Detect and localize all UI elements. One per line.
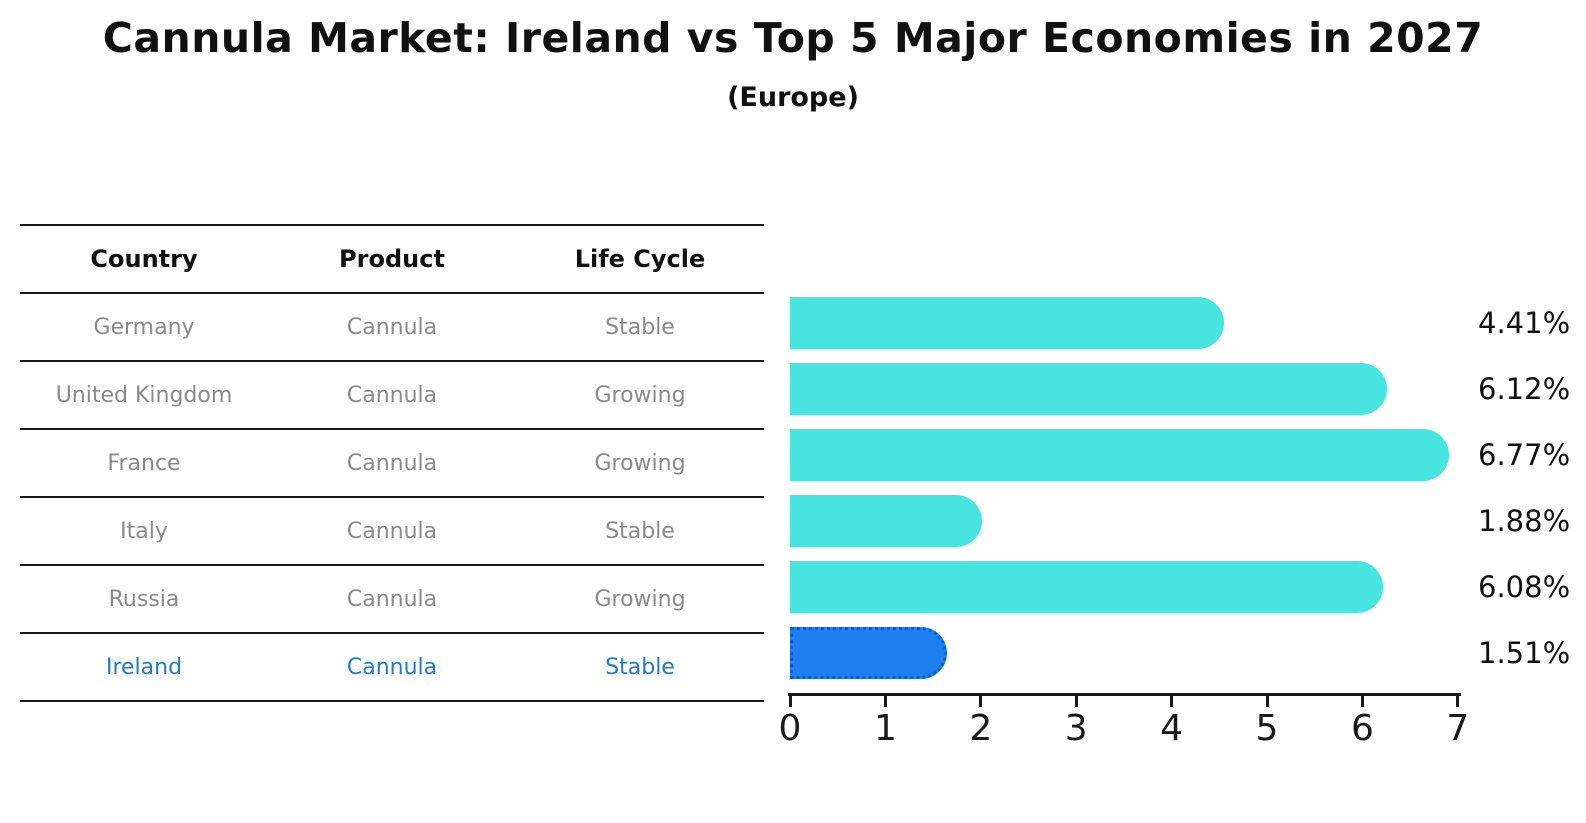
cell-lifecycle: Stable: [605, 314, 675, 340]
table-row-russia: Russia Cannula Growing: [20, 566, 764, 634]
x-tick-mark-1: [883, 696, 887, 707]
value-label-italy: 1.88%: [1478, 504, 1571, 538]
cell-country: Russia: [108, 586, 180, 612]
col-header-lifecycle: Life Cycle: [574, 245, 706, 273]
bar-italy: [790, 495, 982, 547]
bar-russia: [790, 561, 1383, 613]
cell-lifecycle: Growing: [594, 450, 686, 476]
value-label-france: 6.77%: [1478, 438, 1571, 472]
x-tick-mark-7: [1456, 696, 1460, 707]
x-tick-label-0: 0: [778, 708, 802, 749]
cell-lifecycle: Growing: [594, 586, 686, 612]
x-tick-label-6: 6: [1350, 708, 1374, 749]
x-tick-mark-5: [1265, 696, 1269, 707]
x-tick-label-4: 4: [1160, 708, 1184, 749]
table-row-france: France Cannula Growing: [20, 430, 764, 498]
table-header-row: Country Product Life Cycle: [20, 226, 764, 294]
cell-product: Cannula: [346, 654, 438, 680]
bar-united-kingdom: [790, 363, 1387, 415]
value-label-ireland: 1.51%: [1478, 636, 1571, 670]
value-label-russia: 6.08%: [1478, 570, 1571, 604]
x-tick-mark-0: [788, 696, 792, 707]
x-tick-mark-3: [1074, 696, 1078, 707]
cell-product: Cannula: [346, 450, 438, 476]
x-tick-label-7: 7: [1446, 708, 1470, 749]
bar-france: [790, 429, 1449, 481]
bar-germany: [790, 297, 1224, 349]
col-header-country: Country: [90, 245, 198, 273]
x-tick-label-2: 2: [969, 708, 993, 749]
x-tick-label-5: 5: [1255, 708, 1279, 749]
country-table: Country Product Life Cycle Germany Cannu…: [20, 224, 764, 702]
table-row-germany: Germany Cannula Stable: [20, 294, 764, 362]
x-tick-mark-4: [1170, 696, 1174, 707]
cell-lifecycle: Stable: [605, 654, 675, 680]
cell-product: Cannula: [346, 586, 438, 612]
x-tick-label-3: 3: [1064, 708, 1088, 749]
x-tick-label-1: 1: [873, 708, 897, 749]
cell-country: Germany: [93, 314, 195, 340]
x-tick-mark-6: [1360, 696, 1364, 707]
cell-country: Ireland: [105, 654, 183, 680]
cell-lifecycle: Stable: [605, 518, 675, 544]
chart-subtitle: (Europe): [727, 82, 859, 113]
cell-product: Cannula: [346, 518, 438, 544]
cell-product: Cannula: [346, 314, 438, 340]
cell-product: Cannula: [346, 382, 438, 408]
table-row-italy: Italy Cannula Stable: [20, 498, 764, 566]
col-header-product: Product: [339, 245, 445, 273]
cell-country: Italy: [120, 518, 168, 544]
x-axis-line: [788, 693, 1461, 696]
cell-country: France: [107, 450, 181, 476]
cell-lifecycle: Growing: [594, 382, 686, 408]
table-row-ireland: Ireland Cannula Stable: [20, 634, 764, 702]
chart-title: Cannula Market: Ireland vs Top 5 Major E…: [102, 14, 1484, 62]
value-label-germany: 4.41%: [1478, 306, 1571, 340]
x-tick-mark-2: [979, 696, 983, 707]
cell-country: United Kingdom: [55, 382, 233, 408]
table-row-united-kingdom: United Kingdom Cannula Growing: [20, 362, 764, 430]
bar-ireland: [790, 627, 947, 679]
value-label-united-kingdom: 6.12%: [1478, 372, 1571, 406]
